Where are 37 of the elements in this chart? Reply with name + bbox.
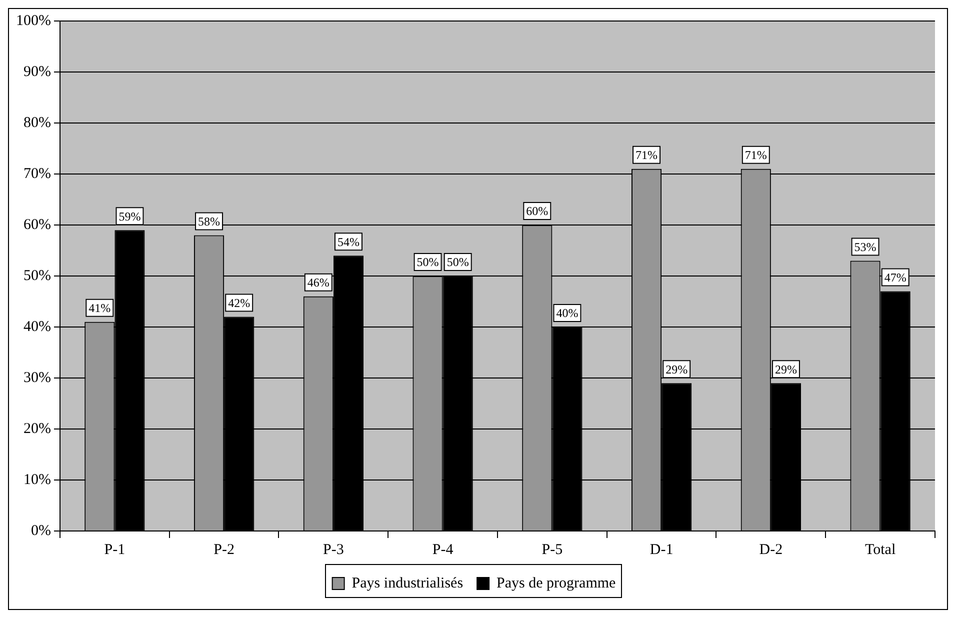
data-label: 50% — [446, 255, 469, 270]
y-tick-label: 90% — [23, 64, 51, 80]
y-tick-label: 10% — [23, 472, 51, 488]
legend-label: Pays industrialisés — [352, 575, 464, 592]
x-tick-label: D-2 — [759, 542, 783, 558]
y-tick-label: 20% — [23, 420, 51, 437]
data-label: 50% — [416, 255, 439, 270]
data-label: 29% — [774, 362, 797, 376]
data-label: 41% — [88, 301, 111, 316]
x-tick-label: D-1 — [650, 542, 674, 558]
data-label: 40% — [556, 306, 578, 320]
data-label: 46% — [307, 276, 330, 290]
data-label: 47% — [884, 270, 906, 284]
y-tick-label: 0% — [30, 522, 51, 539]
data-label: 54% — [337, 234, 360, 249]
data-label: 29% — [666, 362, 688, 376]
data-label: 71% — [636, 148, 658, 162]
y-tick-label: 70% — [23, 166, 51, 182]
y-tick-label: 50% — [23, 268, 51, 284]
y-tick-label: 30% — [23, 370, 51, 386]
x-tick-label: P-5 — [542, 542, 563, 558]
legend-label: Pays de programme — [496, 575, 616, 592]
x-tick-label: P-3 — [323, 542, 344, 558]
y-tick-label: 100% — [16, 12, 51, 29]
x-tick-label: P-1 — [104, 542, 126, 558]
y-tick-label: 60% — [23, 216, 51, 233]
y-tick-label: 40% — [23, 318, 51, 335]
x-tick-label: Total — [865, 542, 896, 558]
data-label: 58% — [198, 214, 220, 228]
data-label: 71% — [744, 148, 767, 162]
data-label: 59% — [118, 209, 141, 224]
data-label: 53% — [854, 240, 876, 254]
y-tick-label: 80% — [23, 114, 51, 131]
data-label: 42% — [228, 296, 250, 310]
data-label: 60% — [526, 204, 548, 218]
x-tick-label: P-2 — [214, 542, 234, 558]
x-tick-label: P-4 — [432, 542, 454, 558]
